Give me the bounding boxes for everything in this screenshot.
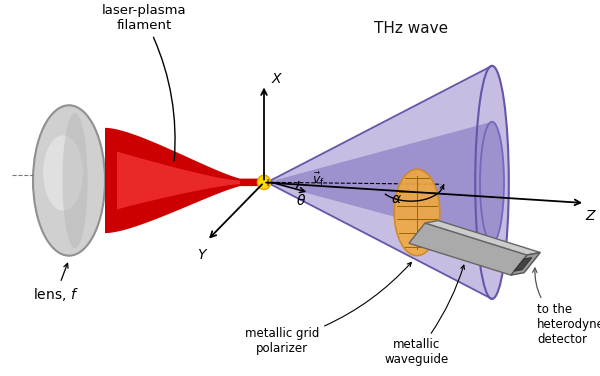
Polygon shape [514, 258, 532, 271]
Text: metallic grid
polarizer: metallic grid polarizer [245, 262, 412, 355]
Polygon shape [105, 128, 264, 233]
Text: laser-plasma
filament: laser-plasma filament [101, 4, 187, 161]
Text: Y: Y [197, 248, 205, 262]
Polygon shape [511, 253, 540, 275]
Ellipse shape [394, 169, 440, 256]
Ellipse shape [43, 135, 83, 211]
Polygon shape [117, 152, 240, 209]
Text: lens, $f$: lens, $f$ [33, 263, 79, 303]
Polygon shape [425, 221, 540, 255]
Text: θ: θ [297, 194, 305, 208]
Text: THz wave: THz wave [374, 21, 448, 36]
Polygon shape [267, 66, 509, 299]
Text: metallic
waveguide: metallic waveguide [385, 265, 464, 366]
Ellipse shape [257, 175, 271, 190]
Ellipse shape [62, 113, 88, 248]
Text: to the
heterodyne
detector: to the heterodyne detector [533, 268, 600, 346]
Polygon shape [267, 122, 504, 243]
Text: $\vec{v}_{\rm f}$: $\vec{v}_{\rm f}$ [312, 171, 325, 188]
Text: X: X [271, 72, 281, 86]
Polygon shape [409, 223, 527, 275]
Ellipse shape [33, 105, 105, 256]
Text: Z: Z [585, 209, 595, 223]
Text: +: + [263, 178, 272, 188]
Text: α: α [391, 192, 401, 206]
